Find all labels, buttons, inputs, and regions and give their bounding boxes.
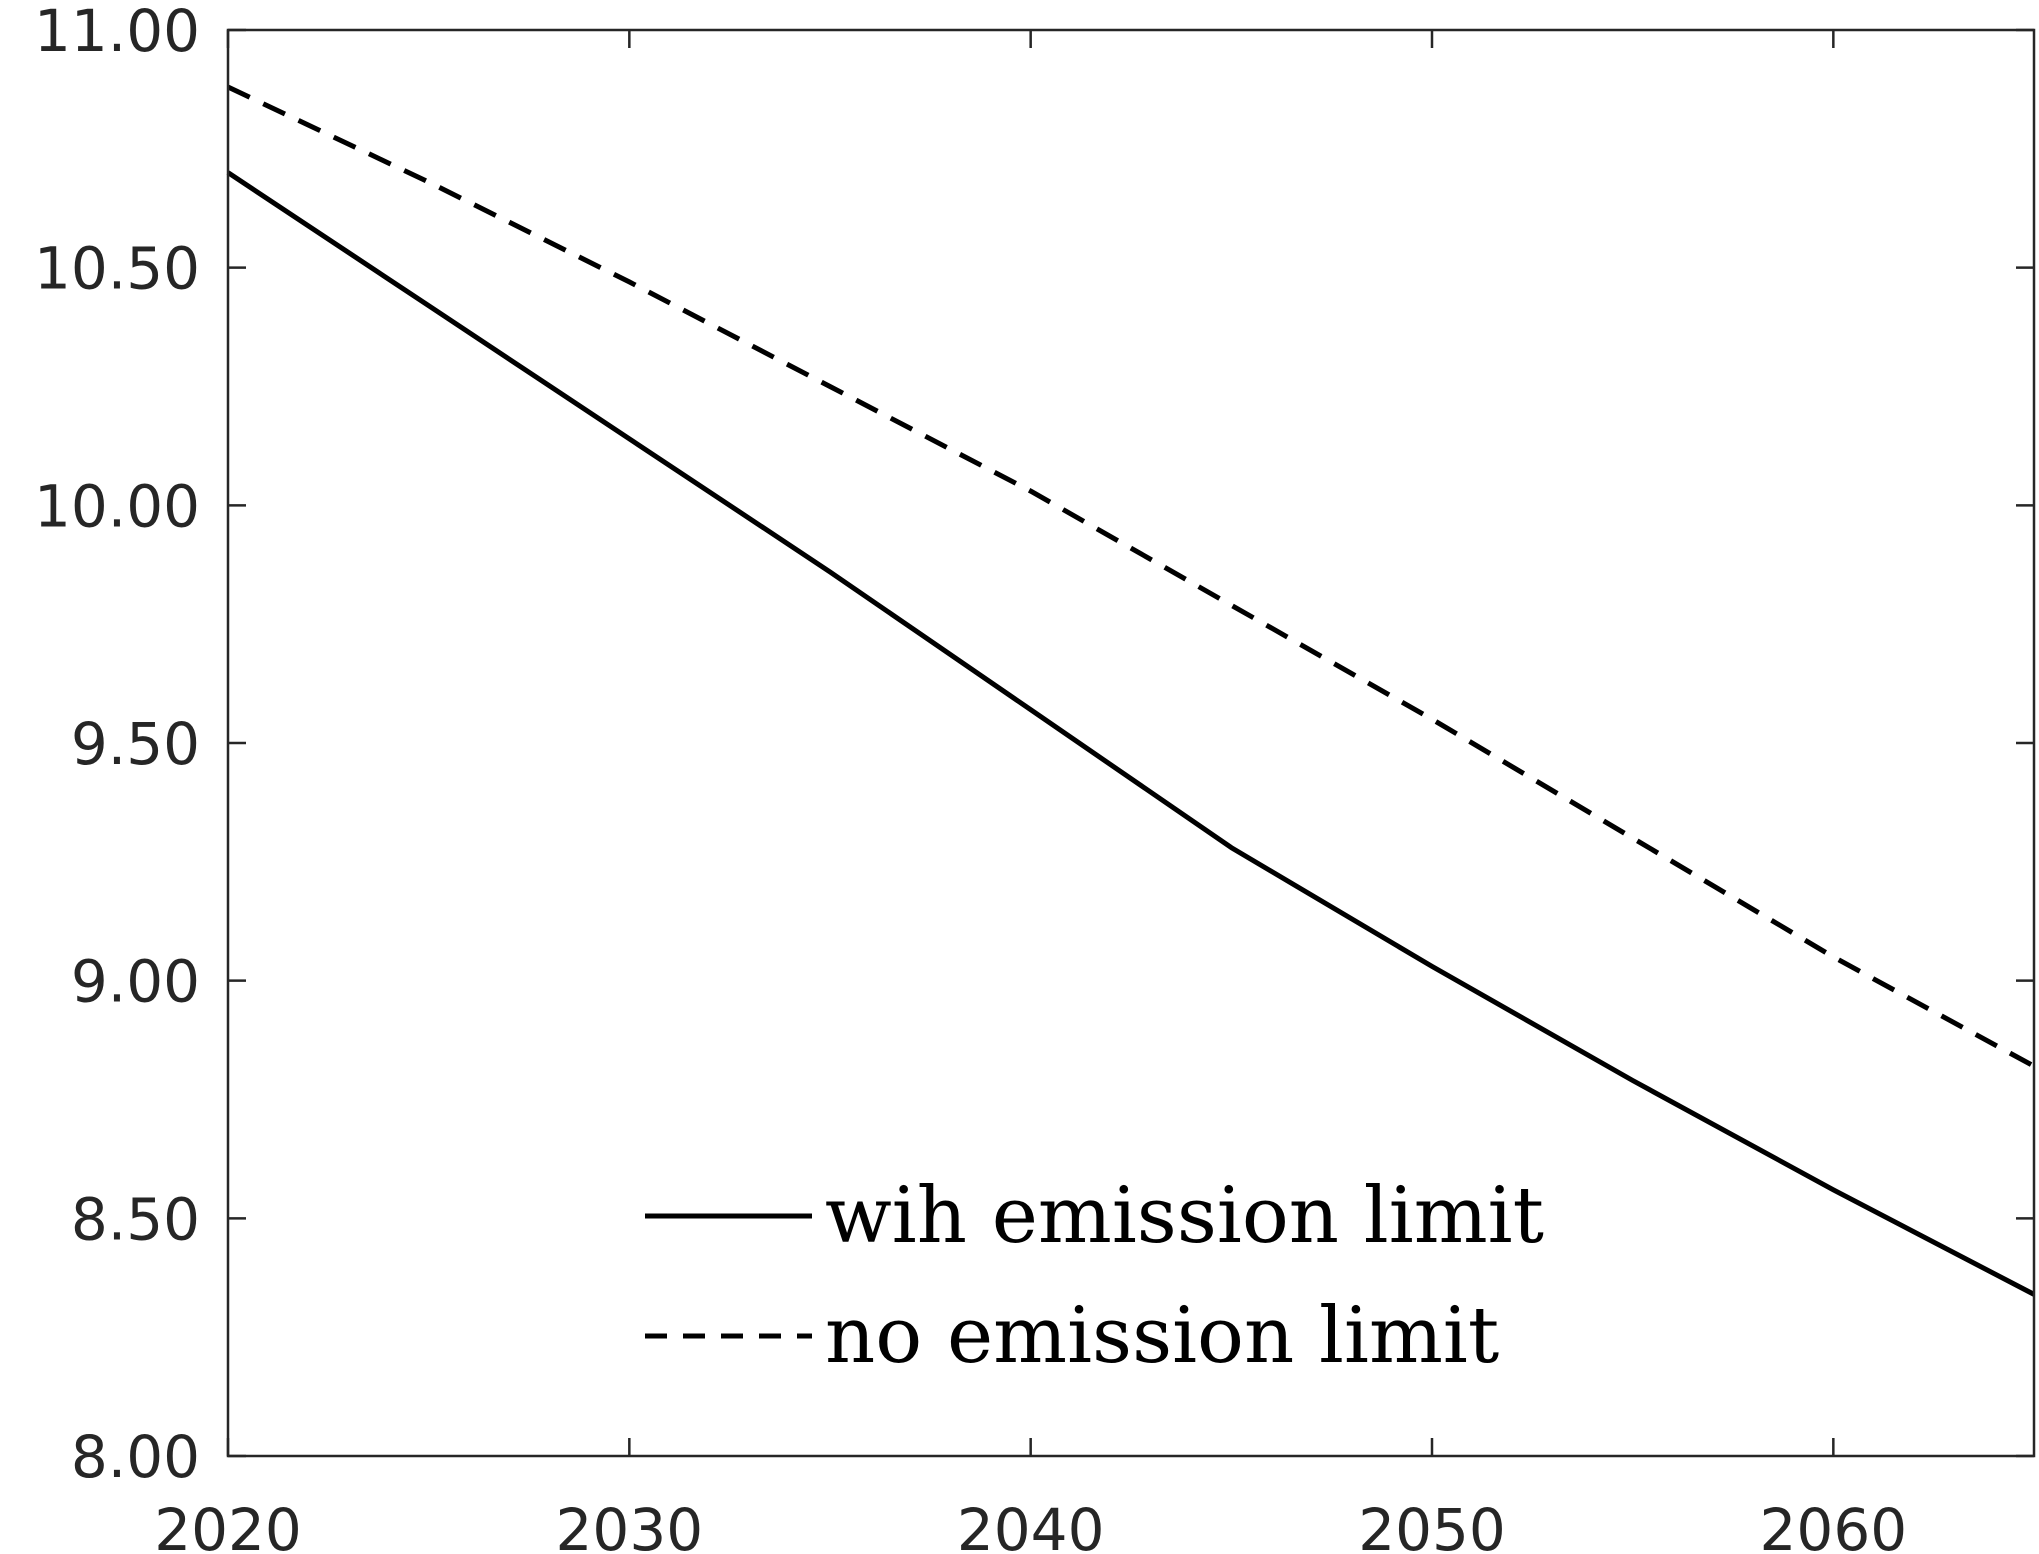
y-tick-label: 8.50 xyxy=(71,1185,200,1253)
y-tick-label: 10.50 xyxy=(34,235,200,303)
plot-frame xyxy=(226,28,2036,1458)
x-tick-label: 2040 xyxy=(957,1496,1105,1554)
y-tick-label: 8.00 xyxy=(71,1423,200,1491)
y-tick-label: 9.00 xyxy=(71,948,200,1016)
x-tick-label: 2050 xyxy=(1358,1496,1506,1554)
x-tick-label: 2020 xyxy=(154,1496,302,1554)
y-tick-label: 10.00 xyxy=(34,472,200,540)
y-tick-label: 9.50 xyxy=(71,710,200,778)
tick-labels: 2020 2030 2040 2050 2060 8.00 8.50 9.00 9.50 10.0… xyxy=(34,0,1907,1554)
series-lines xyxy=(226,84,2036,1297)
legend: wih emission limit no emission limit xyxy=(645,1171,1544,1381)
x-tick-label: 2060 xyxy=(1760,1496,1908,1554)
legend-label: wih emission limit xyxy=(825,1171,1544,1261)
series-line-no-emission-limit xyxy=(226,84,2036,1069)
y-tick-label: 11.00 xyxy=(34,0,200,65)
series-line-with-emission-limit xyxy=(226,170,2036,1297)
legend-label: no emission limit xyxy=(825,1291,1499,1381)
x-tick-label: 2030 xyxy=(556,1496,704,1554)
